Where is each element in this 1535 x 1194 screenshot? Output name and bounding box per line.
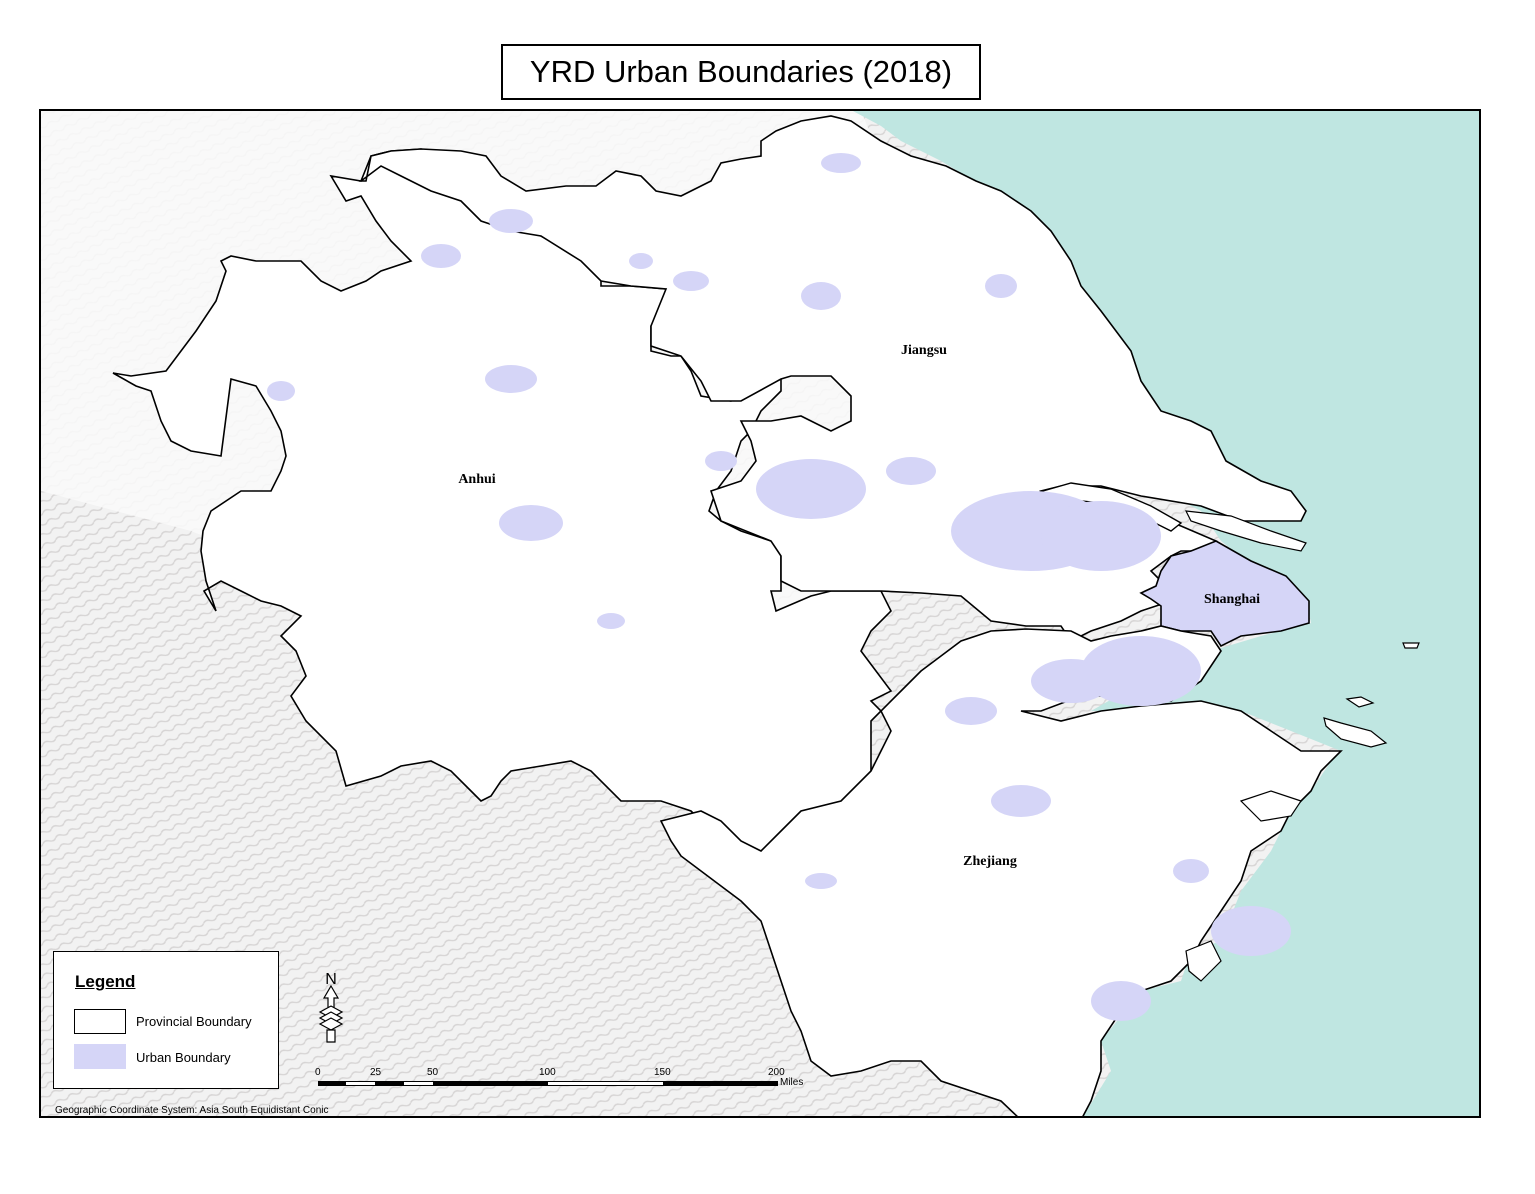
legend-swatch-provincial xyxy=(74,1009,126,1034)
island-shape xyxy=(1345,696,1375,708)
sea-area xyxy=(853,111,1479,1116)
scale-tick-200: 200 xyxy=(768,1067,785,1078)
map-canvas: Anhui Jiangsu Shanghai Zhejiang xyxy=(41,111,1479,1116)
island-shape xyxy=(1402,642,1420,649)
island-shape xyxy=(1185,940,1222,982)
urban-patches xyxy=(267,153,1291,1021)
jiangsu-province xyxy=(358,115,1307,643)
scale-tick-0: 0 xyxy=(315,1067,321,1078)
province-label-shanghai: Shanghai xyxy=(1204,592,1260,607)
river-island xyxy=(1184,510,1307,552)
zhejiang-province xyxy=(659,625,1343,1116)
province-label-jiangsu: Jiangsu xyxy=(901,343,947,358)
scale-tick-150: 150 xyxy=(654,1067,671,1078)
island-shape xyxy=(1239,790,1302,822)
map-title: YRD Urban Boundaries (2018) xyxy=(501,44,981,100)
anhui-province xyxy=(112,148,893,873)
scale-tick-50: 50 xyxy=(427,1067,439,1078)
north-label: N xyxy=(325,971,337,988)
north-arrow-icon: N xyxy=(318,971,344,1043)
legend-swatch-urban xyxy=(74,1044,126,1069)
scale-tick-25: 25 xyxy=(370,1067,382,1078)
scale-bar xyxy=(318,1081,778,1086)
island-shape xyxy=(1323,717,1388,748)
legend-title: Legend xyxy=(75,972,136,991)
map-frame[interactable]: Anhui Jiangsu Shanghai Zhejiang xyxy=(39,109,1481,1118)
scale-tick-100: 100 xyxy=(539,1067,556,1078)
legend-label-urban: Urban Boundary xyxy=(136,1050,231,1065)
legend-label-provincial: Provincial Boundary xyxy=(136,1014,252,1029)
legend-box: Legend Provincial Boundary Urban Boundar… xyxy=(53,951,279,1089)
province-label-zhejiang: Zhejiang xyxy=(963,854,1017,869)
shanghai-province xyxy=(1139,540,1310,648)
coordinate-system-note: Geographic Coordinate System: Asia South… xyxy=(55,1105,329,1116)
scale-unit: Miles xyxy=(780,1077,804,1088)
province-label-anhui: Anhui xyxy=(458,472,495,487)
